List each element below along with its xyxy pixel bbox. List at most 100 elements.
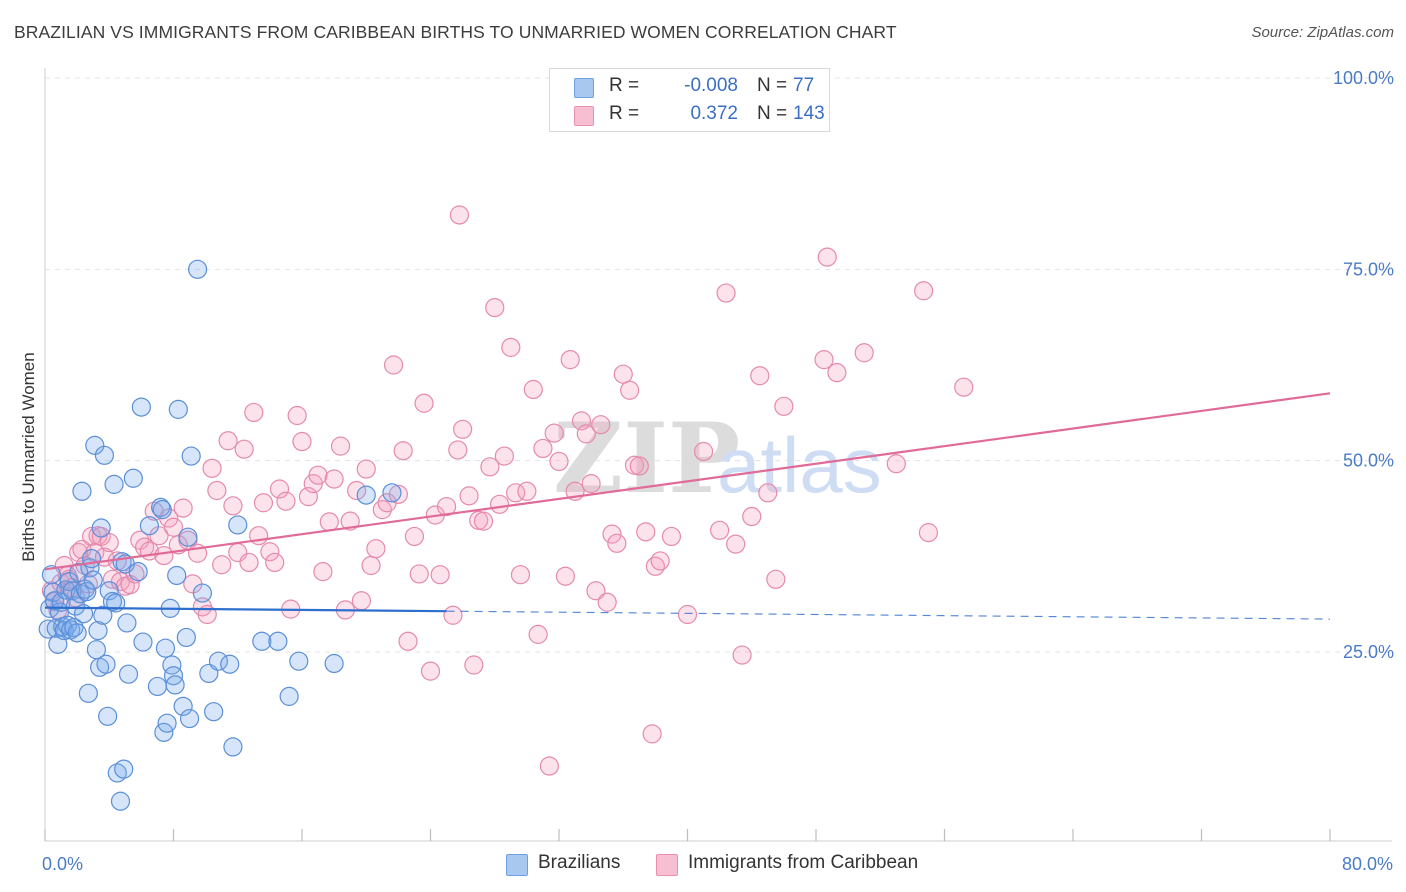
- brazilian-point: [382, 483, 402, 503]
- caribbean-point: [489, 494, 510, 514]
- caribbean-point: [265, 552, 285, 573]
- brazilian-point: [83, 570, 103, 590]
- legend-swatch-pink: [574, 106, 594, 126]
- brazilian-point: [133, 632, 153, 652]
- caribbean-point: [581, 474, 601, 494]
- brazilian-point: [187, 259, 208, 279]
- caribbean-point: [766, 569, 786, 589]
- brazilian-point: [131, 397, 151, 417]
- caribbean-point: [366, 539, 386, 559]
- r-value: 0.372: [690, 103, 738, 124]
- tick-labels: 25.0% 50.0% 75.0% 100.0% 0.0% 80.0%: [42, 68, 1394, 874]
- caribbean-point: [269, 479, 290, 499]
- brazilian-point: [78, 683, 98, 703]
- brazilian-point: [94, 445, 115, 465]
- y-tick-label: 50.0%: [1343, 451, 1394, 471]
- caribbean-point: [817, 247, 837, 267]
- brazilian-point: [64, 617, 84, 638]
- caribbean-point: [533, 438, 553, 459]
- brazilian-point: [268, 631, 288, 651]
- x-tick-label: 80.0%: [1342, 854, 1393, 874]
- caribbean-point: [480, 457, 500, 477]
- caribbean-point: [287, 405, 307, 426]
- caribbean-point: [383, 355, 404, 375]
- caribbean-point: [677, 604, 698, 625]
- caribbean-point: [650, 551, 670, 571]
- legend-swatch-blue: [506, 854, 528, 876]
- stats-legend: R = -0.008 N = 77 R = 0.372 N = 143: [549, 68, 830, 132]
- caribbean-point: [473, 511, 494, 531]
- brazilian-point: [85, 435, 105, 455]
- caribbean-point: [517, 481, 537, 501]
- caribbean-point: [528, 624, 548, 644]
- y-tick-label: 25.0%: [1343, 642, 1394, 662]
- caribbean-point: [750, 366, 770, 386]
- caribbean-point: [234, 439, 254, 459]
- caribbean-point: [168, 535, 188, 555]
- r-value: -0.008: [684, 75, 738, 96]
- legend-label: Brazilians: [538, 852, 621, 873]
- caribbean-point: [351, 591, 372, 611]
- caribbean-point: [555, 566, 576, 586]
- n-label: N =: [757, 75, 788, 96]
- brazilian-point: [173, 696, 193, 716]
- brazilian-point: [114, 759, 134, 779]
- caribbean-point: [372, 500, 392, 520]
- y-tick-label: 75.0%: [1343, 259, 1394, 279]
- caribbean-point: [494, 446, 514, 466]
- brazilian-point: [165, 675, 185, 695]
- caribbean-point: [523, 379, 543, 400]
- caribbean-point: [448, 440, 468, 460]
- caribbean-point: [404, 526, 425, 547]
- caribbean-point: [430, 565, 450, 585]
- brazilian-point: [167, 565, 187, 586]
- brazilian-point: [155, 638, 176, 658]
- caribbean-point: [149, 526, 169, 546]
- caribbean-point: [398, 631, 418, 651]
- caribbean-point: [319, 512, 339, 532]
- axes: [44, 68, 1392, 842]
- brazilian-point: [73, 604, 94, 624]
- caribbean-point: [501, 337, 521, 357]
- brazilian-point: [181, 446, 201, 466]
- brazilian-point: [324, 653, 344, 674]
- caribbean-point: [591, 415, 611, 435]
- caribbean-point: [223, 496, 243, 516]
- brazilian-point: [289, 651, 309, 671]
- legend-swatch-blue: [574, 78, 594, 98]
- n-value: 143: [793, 103, 825, 124]
- caribbean-point: [742, 506, 762, 527]
- brazilian-point: [139, 516, 160, 536]
- caribbean-point: [459, 486, 479, 506]
- source-label: Source: ZipAtlas.com: [1251, 24, 1394, 41]
- brazilian-point: [93, 605, 113, 625]
- caribbean-point: [207, 480, 227, 501]
- caribbean-point: [549, 451, 569, 472]
- caribbean-point: [732, 645, 752, 665]
- caribbean-point: [130, 530, 150, 550]
- caribbean-point: [361, 555, 381, 576]
- caribbean-point: [125, 564, 145, 584]
- trend-lines: [44, 392, 1331, 620]
- grid-lines: [45, 77, 1392, 653]
- brazilian-point: [91, 518, 111, 538]
- brazilian-point: [104, 474, 124, 494]
- caribbean-point: [758, 483, 778, 503]
- y-tick-label: 100.0%: [1333, 68, 1394, 88]
- caribbean-point: [510, 565, 531, 585]
- brazilian-point: [117, 613, 137, 633]
- caribbean-point: [308, 465, 328, 485]
- caribbean-point: [814, 350, 834, 370]
- y-axis-label: Births to Unmarried Women: [19, 352, 38, 561]
- caribbean-point: [324, 469, 344, 489]
- caribbean-point: [774, 396, 794, 416]
- brazilian-point: [147, 676, 168, 697]
- caribbean-trend-line: [44, 392, 1331, 571]
- caribbean-point: [409, 564, 429, 584]
- brazilian-point: [356, 485, 376, 505]
- caribbean-point: [443, 605, 463, 625]
- caribbean-point: [620, 380, 640, 400]
- caribbean-point: [586, 581, 606, 601]
- caribbean-point: [154, 545, 174, 566]
- brazilian-point: [72, 481, 92, 501]
